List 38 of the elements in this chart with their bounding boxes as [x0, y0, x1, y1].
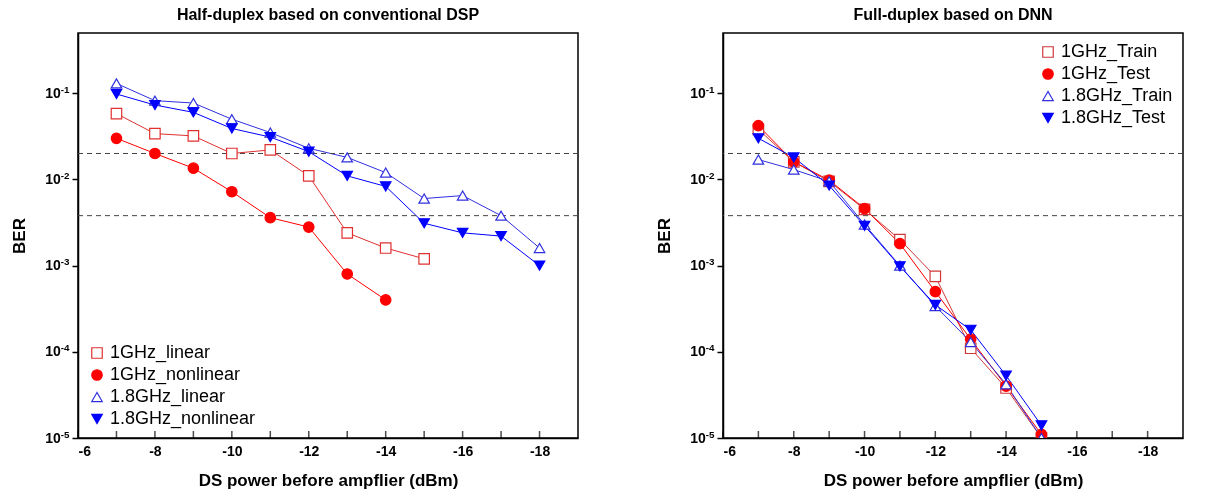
legend-label: 1GHz_nonlinear: [110, 364, 241, 385]
y-tick-label: 10$^{-2}$: [45, 169, 71, 187]
x-tick-label: -12: [925, 442, 947, 459]
y-tick-label: 10$^{-5}$: [45, 428, 71, 446]
x-tick-label: -18: [529, 442, 551, 459]
legend-label: 1.8GHz_Train: [1061, 85, 1173, 106]
x-tick-label: -10: [854, 442, 876, 459]
x-tick-label: -14: [376, 442, 397, 459]
x-tick-label: -16: [1067, 442, 1088, 459]
legend-label: 1.8GHz_linear: [110, 386, 226, 407]
y-tick-label: 10$^{-3}$: [45, 255, 71, 274]
chart-title: Full-duplex based on DNN: [853, 6, 1053, 23]
x-tick-label: -6: [723, 442, 737, 459]
x-axis-title: DS power before ampflier (dBm): [198, 470, 459, 490]
legend-label: 1GHz_Train: [1061, 41, 1158, 62]
y-tick-label: 10$^{-5}$: [690, 428, 716, 446]
x-tick-label: -18: [1138, 442, 1159, 459]
x-tick-label: -12: [299, 442, 320, 459]
x-tick-label: -10: [222, 442, 243, 459]
y-tick-label: 10$^{-1}$: [690, 83, 716, 101]
x-tick-label: -8: [149, 442, 162, 459]
x-tick-label: -8: [788, 442, 801, 459]
x-axis-title: DS power before ampflier (dBm): [823, 470, 1084, 490]
y-axis-title: BER: [10, 218, 30, 254]
x-tick-label: -14: [996, 442, 1017, 459]
legend-label: 1GHz_Test: [1061, 63, 1151, 84]
y-tick-label: 10$^{-4}$: [690, 341, 716, 360]
legend-label: 1GHz_linear: [110, 342, 211, 363]
legend-label: 1.8GHz_Test: [1061, 107, 1166, 128]
y-tick-label: 10$^{-2}$: [690, 169, 716, 187]
y-tick-label: 10$^{-1}$: [45, 83, 71, 101]
y-tick-label: 10$^{-3}$: [690, 255, 716, 274]
legend-label: 1.8GHz_nonlinear: [110, 408, 256, 429]
y-axis-title: BER: [655, 218, 675, 254]
chart-title: Half-duplex based on conventional DSP: [176, 6, 480, 23]
x-tick-label: -16: [453, 442, 474, 459]
x-tick-label: -6: [78, 442, 92, 459]
y-tick-label: 10$^{-4}$: [45, 341, 71, 360]
